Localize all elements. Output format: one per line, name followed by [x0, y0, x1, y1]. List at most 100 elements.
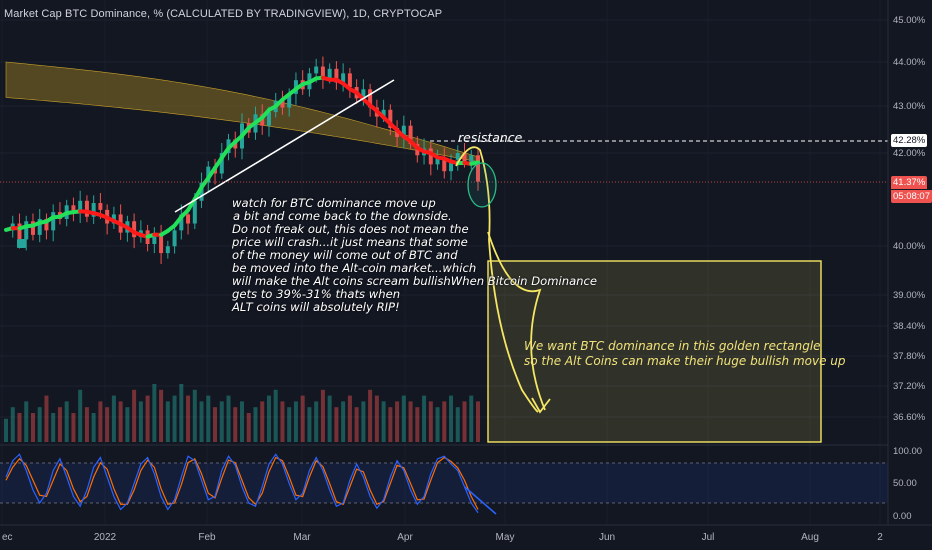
volume-bar: [449, 395, 454, 442]
volume-bar: [71, 413, 76, 442]
volume-bar: [422, 395, 427, 442]
volume-bar: [57, 407, 62, 442]
volume-bar: [226, 395, 231, 442]
candle-body: [91, 203, 96, 217]
note-line: watch for BTC dominance move up: [232, 196, 436, 210]
resistance-label: resistance: [458, 130, 523, 145]
volume-bar: [145, 395, 150, 442]
volume-bar: [320, 389, 325, 442]
note-line: Do not freak out, this does not mean the: [232, 222, 469, 236]
highlight-circle: [467, 162, 497, 208]
candle-body: [44, 218, 49, 231]
candle-body: [435, 157, 440, 165]
price-tick-label: 37.20%: [893, 381, 926, 392]
candle-body: [186, 214, 191, 224]
volume-bar: [91, 413, 96, 442]
candle-body: [266, 112, 271, 126]
projection-arrow: [455, 146, 539, 413]
volume-bar: [186, 395, 191, 442]
volume-bar: [428, 401, 433, 442]
time-tick-label: Jul: [702, 532, 715, 543]
volume-bar: [354, 407, 359, 442]
candle-body: [334, 68, 339, 83]
chart-drawings: [0, 79, 888, 414]
candle-body: [37, 218, 42, 235]
volume-bar: [24, 401, 29, 442]
volume-bar: [37, 407, 42, 442]
volume-bar: [314, 401, 319, 442]
candle-body: [71, 205, 76, 213]
price-axis-labels: 45.00% 44.00% 43.00% 42.00% 40.00% 39.00% 38.4…: [893, 15, 926, 423]
trend-segment: [213, 155, 224, 170]
candle-body: [327, 68, 332, 78]
volume-bar: [10, 407, 15, 442]
volume-bar: [138, 401, 143, 442]
candle-body: [388, 109, 393, 128]
time-tick-label: Mar: [293, 532, 311, 543]
note-line: of the money will come out of BTC and: [232, 248, 458, 262]
candle-body: [165, 246, 170, 254]
time-tick-label: May: [496, 532, 515, 543]
volume-bar: [455, 407, 460, 442]
stoch-d-line: [5, 456, 479, 510]
note-line: ALT coins will absolutely RIP!: [232, 300, 400, 314]
volume-bar: [172, 395, 177, 442]
candle-body: [476, 155, 480, 182]
volume-bar: [287, 407, 292, 442]
candle-body: [199, 182, 204, 201]
volume-bar: [374, 395, 379, 442]
price-tick-label: 37.80%: [893, 351, 926, 362]
volume-bar: [469, 395, 474, 442]
volume-bar: [381, 401, 386, 442]
volume-bar: [132, 389, 137, 442]
analysis-note: watch for BTC dominance move up a bit an…: [232, 197, 597, 314]
volume-bar: [44, 395, 49, 442]
volume-bars: [4, 384, 480, 442]
stoch-k-line: [5, 453, 479, 514]
candle-body: [280, 100, 285, 108]
last-price-tag: 41.37%: [891, 176, 928, 189]
price-tick-label: 43.00%: [893, 101, 926, 112]
time-tick-label: Aug: [801, 532, 819, 543]
candle-body: [368, 89, 373, 108]
volume-bar: [273, 389, 278, 442]
time-tick-label: 2: [877, 532, 883, 543]
price-tick-label: 36.60%: [893, 412, 926, 423]
volume-bar: [152, 384, 157, 442]
time-tick-label: ec: [2, 532, 13, 543]
volume-bar: [260, 401, 265, 442]
volume-bar: [368, 389, 373, 442]
candle-body: [455, 153, 460, 160]
candle-body: [320, 66, 325, 78]
volume-bar: [213, 407, 218, 442]
volume-bar: [199, 401, 204, 442]
volume-bar: [442, 401, 447, 442]
check-marker: [17, 239, 26, 248]
candle-body: [192, 200, 197, 224]
volume-bar: [476, 401, 480, 442]
oscillator-tick-label: 100.00: [893, 446, 922, 457]
volume-bar: [327, 395, 332, 442]
time-axis-labels: ec 2022 Feb Mar Apr May Jun Jul Aug 2: [2, 532, 883, 543]
candle-body: [132, 221, 137, 238]
trend-segment: [206, 165, 218, 181]
volume-bar: [280, 401, 285, 442]
candle-body: [179, 214, 184, 231]
volume-bar: [361, 401, 366, 442]
candle-body: [449, 159, 454, 172]
target-line: We want BTC dominance in this golden rec…: [524, 339, 821, 353]
volume-bar: [125, 407, 130, 442]
volume-bar: [233, 407, 238, 442]
volume-bar: [401, 395, 406, 442]
volume-bar: [206, 395, 211, 442]
stochastic-panel: [0, 444, 888, 515]
volume-bar: [84, 407, 89, 442]
volume-bar: [408, 401, 413, 442]
volume-bar: [266, 395, 271, 442]
note-line: be moved into the Alt-coin market...whic…: [232, 261, 477, 275]
note-line: will make the Alt coins scream bullishWh…: [232, 274, 598, 288]
oscillator-axis-labels: 100.00 50.00 0.00: [893, 446, 922, 522]
note-line: price will crash...it just means that so…: [232, 235, 468, 249]
candle-body: [98, 203, 103, 210]
